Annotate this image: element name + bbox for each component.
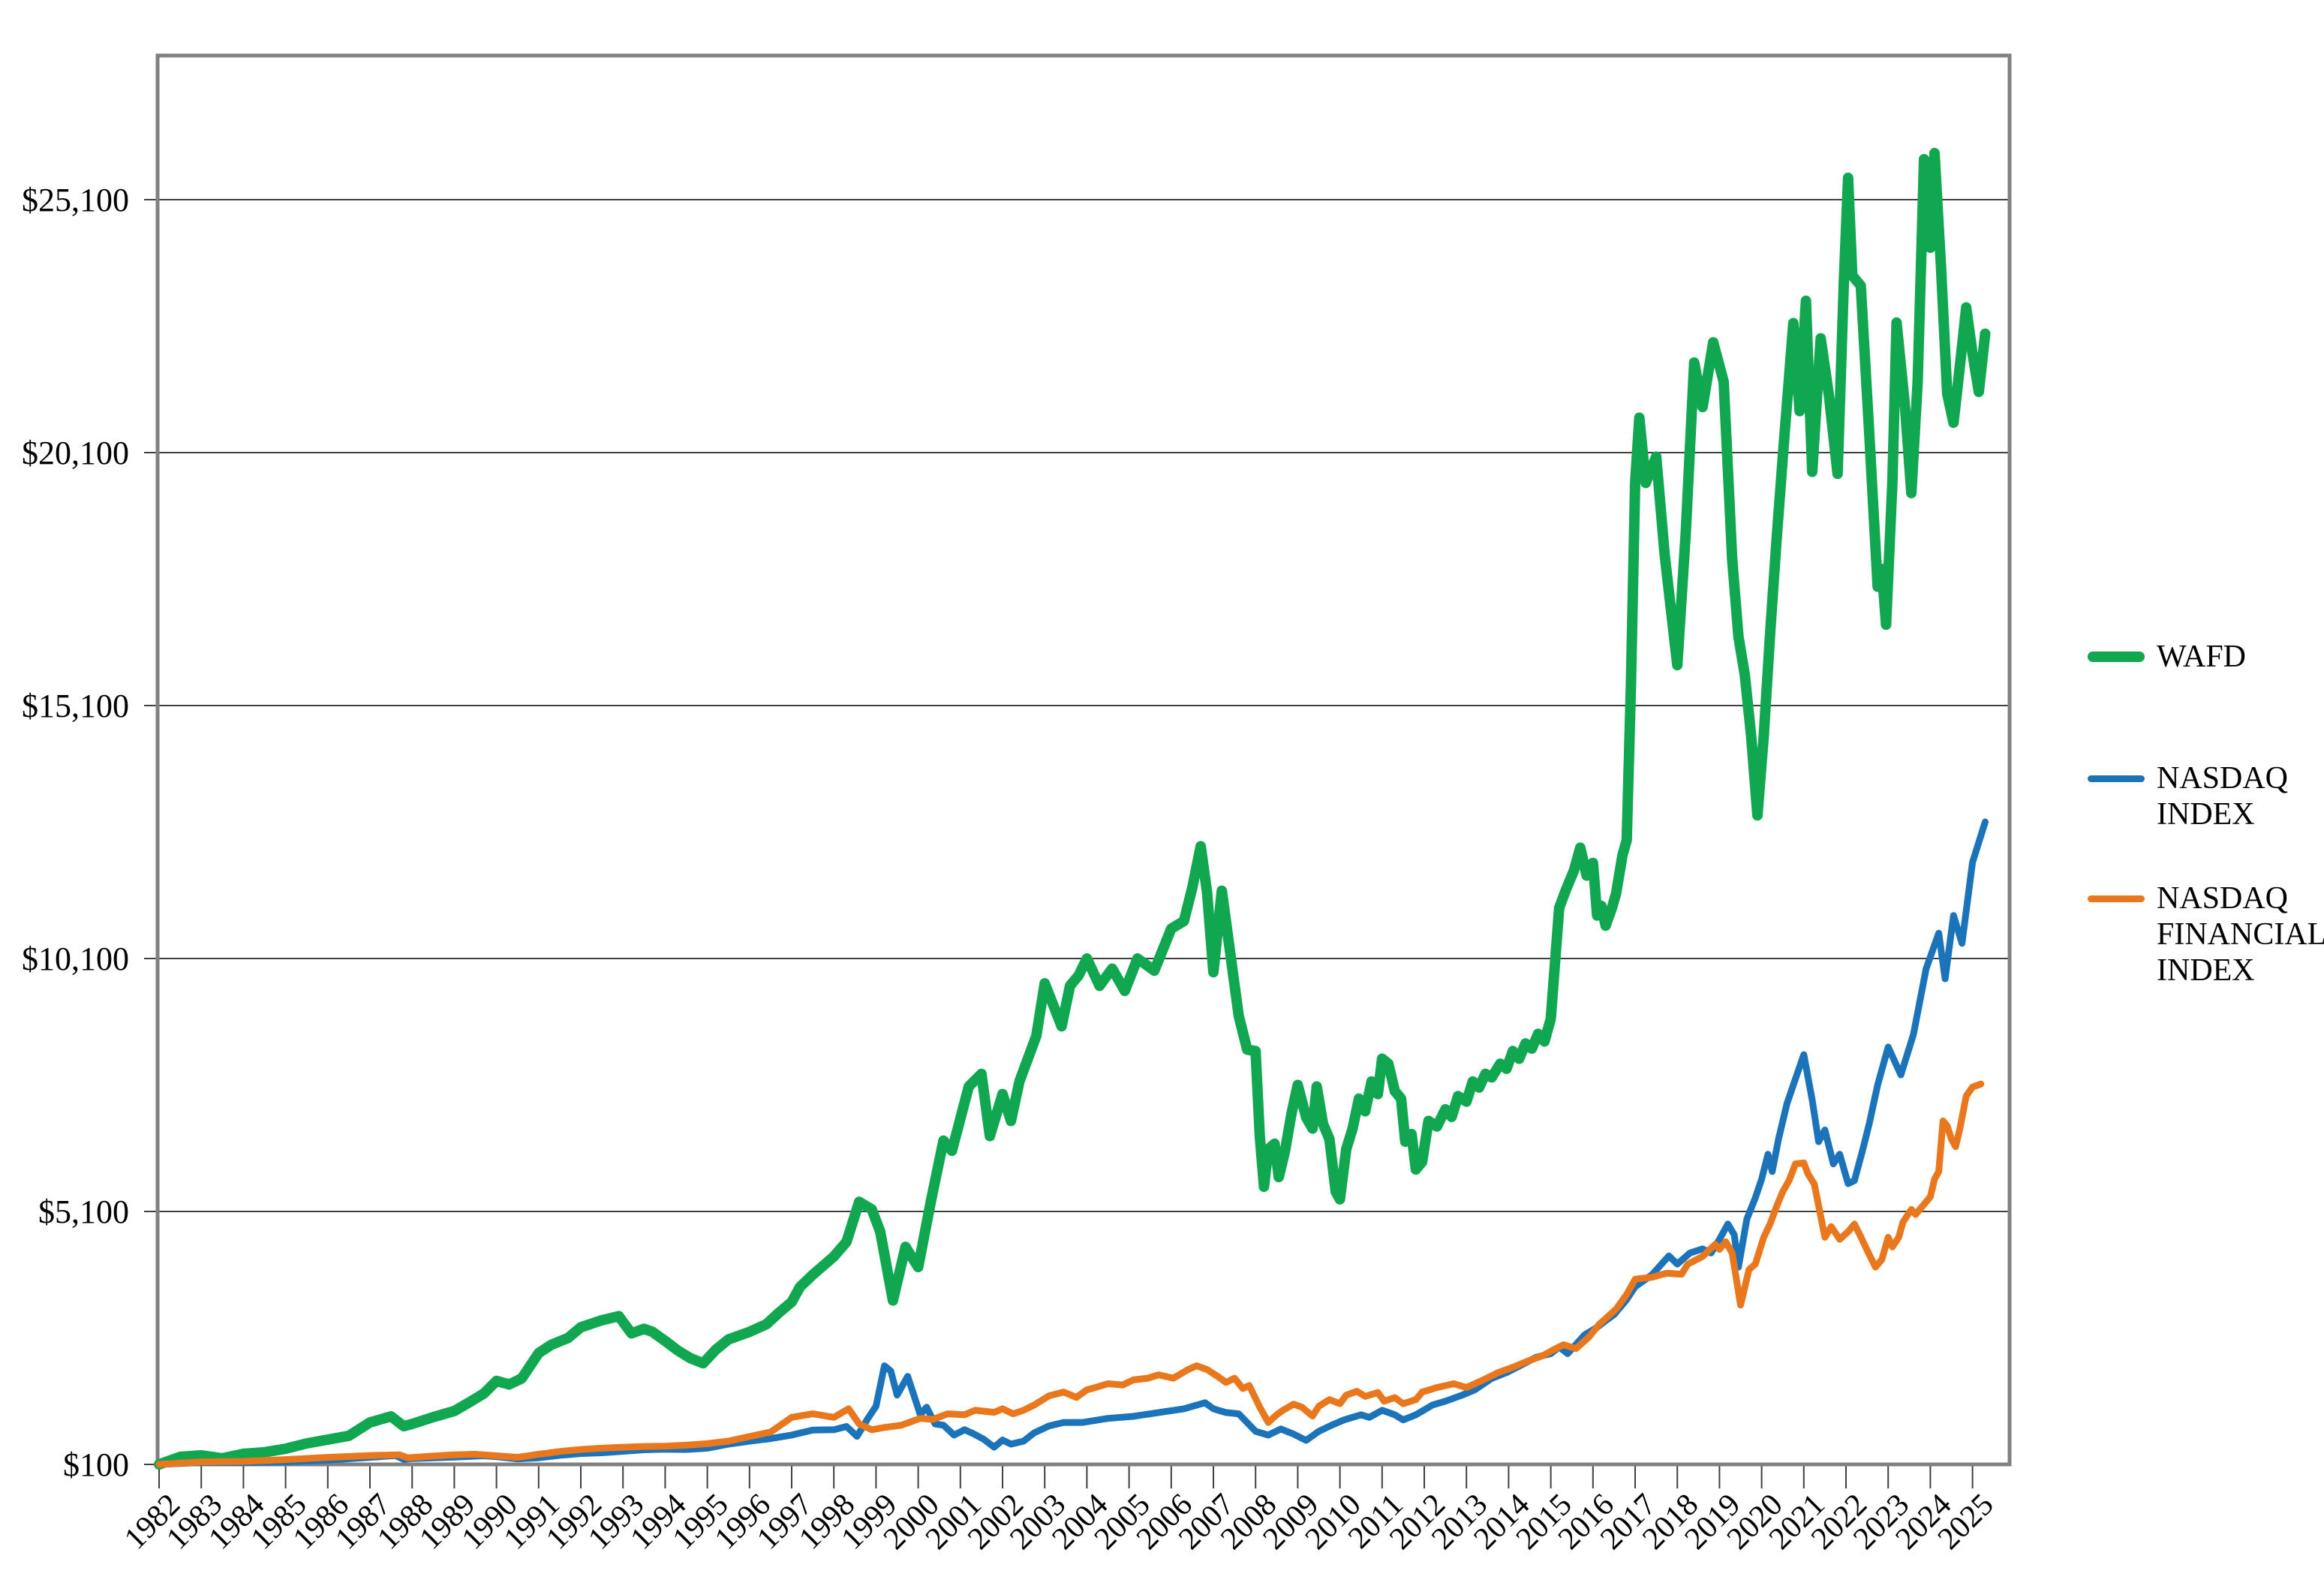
series-line-wafd xyxy=(154,148,1991,1470)
legend-item-nasdaq-financial-index: NASDAQ FINANCIAL INDEX xyxy=(2088,880,2324,989)
y-axis-label: $5,100 xyxy=(38,1193,129,1230)
y-axis-label: $20,100 xyxy=(22,435,129,471)
legend-label: WAFD xyxy=(2157,640,2247,674)
y-axis-label: $100 xyxy=(63,1446,129,1483)
series-line-nasdaq-financial-index xyxy=(155,1080,1985,1468)
legend-label: NASDAQ FINANCIAL INDEX xyxy=(2157,881,2324,988)
legend-swatch-icon xyxy=(2088,652,2145,662)
y-axis-label: $10,100 xyxy=(22,940,129,977)
legend-item-wafd: WAFD xyxy=(2088,639,2322,675)
legend-swatch-icon xyxy=(2088,895,2145,902)
legend-swatch-icon xyxy=(2088,775,2145,782)
legend-item-nasdaq-index: NASDAQ INDEX xyxy=(2088,760,2322,832)
y-axis-label: $15,100 xyxy=(22,688,129,724)
series-line-nasdaq-index xyxy=(155,818,1989,1468)
plot-border xyxy=(155,53,2012,1467)
legend-label: NASDAQ INDEX xyxy=(2157,761,2289,832)
y-axis-label: $25,100 xyxy=(22,182,129,218)
